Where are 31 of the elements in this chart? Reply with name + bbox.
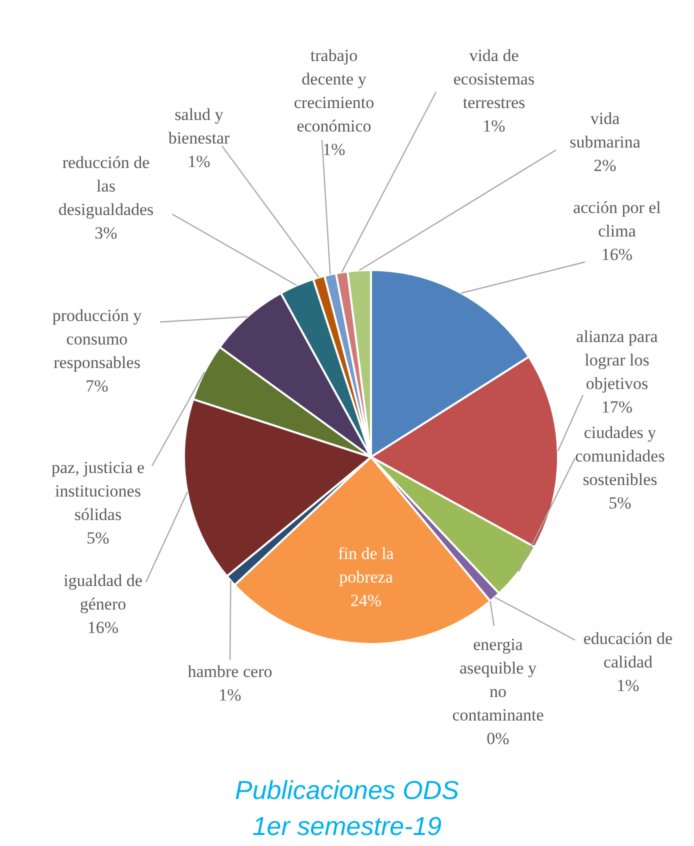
data-label: 16% <box>87 618 119 637</box>
slice-label: salud y bienestar <box>168 105 230 148</box>
data-label: 5% <box>608 494 632 512</box>
slice-label: acción por el clima <box>573 198 662 240</box>
slice-label: igualdad de género <box>64 571 142 614</box>
data-label: 1% <box>482 116 506 136</box>
slice-label: hambre cero <box>188 662 272 681</box>
data-label: 16% <box>601 245 633 264</box>
slice-label: vida de ecosistemas terrestres <box>453 46 535 112</box>
data-label: 1% <box>616 676 640 695</box>
slice-label: educación de calidad <box>583 629 673 672</box>
data-label: 7% <box>86 376 108 396</box>
data-label: 1% <box>322 140 346 159</box>
legend-label: energia asequible y no contaminante <box>452 635 544 724</box>
data-label: 17% <box>601 398 633 416</box>
slice-label: reducción de las desigualdades <box>58 153 154 219</box>
slice-label: alianza para lograr los objetivos <box>576 327 658 393</box>
data-label: 1% <box>218 686 242 704</box>
slice-label: paz, justicia e instituciones sólidas <box>52 458 144 524</box>
slice-label: ciudades y comunidades sostenibles <box>575 423 665 489</box>
data-label: 1% <box>188 152 210 171</box>
slice-label: fin de la pobreza <box>338 544 394 586</box>
data-label: 24% <box>350 591 382 610</box>
data-label: 3% <box>94 224 118 242</box>
data-label: 5% <box>86 528 110 548</box>
text: 0% <box>486 729 510 748</box>
text: Publicaciones ODS 1er semestre-19 <box>234 774 460 843</box>
slice-label: producción y consumo responsables <box>52 306 142 372</box>
slice-label: trabajo decente y crecimiento económico <box>294 46 374 136</box>
data-label: 2% <box>594 156 616 175</box>
slice-label: vida submarina <box>570 109 641 152</box>
